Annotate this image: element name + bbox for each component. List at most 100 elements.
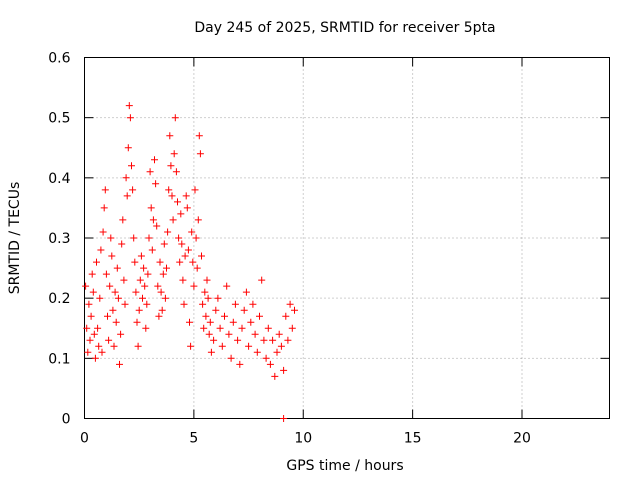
data-point: [145, 234, 153, 242]
x-axis-label: GPS time / hours: [286, 458, 403, 474]
x-tick-label: 15: [404, 431, 422, 447]
data-point: [221, 312, 228, 320]
x-tick-label: 10: [294, 431, 312, 447]
data-point: [225, 330, 233, 338]
data-point: [179, 276, 187, 284]
y-tick-label: 0.4: [48, 171, 70, 187]
data-point: [149, 216, 157, 224]
data-point: [234, 336, 242, 344]
data-point: [206, 318, 214, 326]
data-point: [251, 330, 259, 338]
data-point: [146, 168, 154, 176]
chart-title: Day 245 of 2025, SRMTID for receiver 5pt…: [194, 20, 495, 36]
y-tick-label: 0.2: [48, 291, 70, 307]
data-point: [280, 415, 288, 422]
data-point: [122, 174, 130, 182]
data-point: [140, 264, 148, 272]
plot-frame: [84, 57, 610, 419]
data-point: [182, 192, 190, 200]
x-tick-label: 20: [513, 431, 531, 447]
data-point: [129, 186, 137, 194]
data-point: [229, 318, 237, 326]
data-point: [123, 192, 131, 200]
data-point: [89, 288, 97, 296]
data-point: [198, 252, 205, 260]
data-point: [143, 300, 151, 308]
data-point: [205, 330, 213, 338]
data-point: [104, 312, 111, 320]
data-point: [131, 258, 139, 266]
x-tick-labels: 0 5 10 15 20: [80, 431, 531, 447]
data-point: [166, 132, 174, 140]
data-point: [95, 342, 103, 350]
data-point: [90, 330, 98, 338]
data-point: [136, 276, 144, 284]
data-point: [112, 318, 120, 326]
data-point: [139, 294, 146, 302]
data-point: [144, 270, 152, 278]
y-tick-labels: 0 0.1 0.2 0.3 0.4 0.5 0.6: [48, 51, 70, 428]
data-point: [204, 294, 212, 302]
data-point: [195, 132, 203, 140]
y-axis-label: SRMTID / TECUs: [7, 182, 23, 295]
y-tick-label: 0: [62, 412, 71, 428]
data-point: [201, 288, 209, 296]
data-point: [264, 324, 272, 332]
data-point: [170, 150, 178, 158]
data-point: [245, 342, 253, 350]
data-point: [236, 360, 244, 368]
data-point: [94, 324, 102, 332]
data-point: [82, 282, 90, 290]
data-point: [118, 240, 126, 248]
data-point: [141, 282, 149, 290]
data-point: [165, 186, 173, 194]
data-point: [135, 306, 143, 314]
data-point: [192, 234, 200, 242]
data-point: [207, 348, 215, 356]
data-point: [106, 282, 114, 290]
data-point: [157, 288, 165, 296]
y-tick-label: 0.5: [48, 111, 70, 127]
data-points: [82, 102, 298, 422]
data-point: [137, 252, 145, 260]
data-point: [152, 180, 160, 188]
data-point: [151, 156, 158, 164]
x-tick-label: 5: [189, 431, 198, 447]
data-point: [214, 294, 222, 302]
data-point: [177, 210, 185, 218]
data-point: [142, 324, 150, 332]
data-point: [86, 336, 94, 344]
data-point: [186, 318, 193, 326]
data-point: [132, 288, 140, 296]
y-tick-label: 0.6: [48, 51, 70, 67]
data-point: [253, 348, 261, 356]
data-point: [148, 246, 156, 254]
data-point: [109, 306, 117, 314]
data-point: [199, 300, 207, 308]
data-point: [273, 348, 281, 356]
data-point: [258, 276, 266, 284]
data-point: [97, 246, 105, 254]
data-point: [154, 282, 162, 290]
axis-ticks: [84, 57, 610, 419]
data-point: [187, 342, 195, 350]
data-point: [119, 216, 127, 224]
data-point: [180, 300, 188, 308]
data-point: [116, 360, 123, 368]
grid: [84, 57, 610, 419]
data-point: [238, 324, 246, 332]
data-point: [178, 240, 186, 248]
data-point: [121, 300, 129, 308]
data-point: [167, 162, 175, 170]
data-point: [216, 324, 224, 332]
data-point: [172, 168, 180, 176]
data-point: [184, 246, 192, 254]
data-point: [171, 114, 179, 122]
data-point: [158, 306, 166, 314]
data-point: [181, 252, 189, 260]
data-point: [262, 354, 270, 362]
data-point: [174, 198, 181, 206]
data-point: [223, 282, 231, 290]
data-point: [84, 348, 92, 356]
